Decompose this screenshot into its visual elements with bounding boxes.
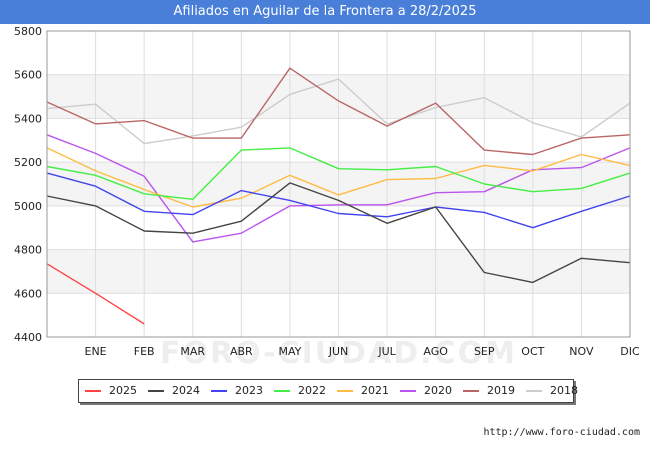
x-tick-label: ENE [85, 345, 107, 358]
x-tick-label: OCT [521, 345, 544, 358]
series-line-2022 [46, 147, 631, 201]
chart-title: Afiliados en Aguilar de la Frontera a 28… [0, 0, 650, 24]
x-tick-label: JUN [328, 345, 349, 358]
y-tick-label: 4400 [14, 331, 42, 344]
legend-swatch [526, 390, 542, 392]
legend-swatch [463, 390, 479, 392]
x-tick-label: MAY [278, 345, 301, 358]
series-line-2019 [46, 67, 631, 156]
legend-label: 2019 [487, 384, 515, 397]
x-tick-label: AGO [423, 345, 448, 358]
series-line-2023 [46, 172, 631, 229]
x-tick-label: JUL [377, 345, 396, 358]
series-line-2021 [46, 147, 631, 208]
series-line-2025 [46, 263, 145, 325]
x-tick-label: MAR [180, 345, 205, 358]
x-tick-label: NOV [569, 345, 594, 358]
legend: 2025 2024 2023 2022 2021 2020 2019 2018 [78, 379, 578, 403]
y-tick-label: 4600 [14, 287, 42, 300]
legend-label: 2025 [109, 384, 137, 397]
series-line-2020 [46, 134, 631, 243]
legend-label: 2021 [361, 384, 389, 397]
watermark: FORO-CIUDAD.COM [160, 336, 517, 371]
source-text: http://www.foro-ciudad.com [483, 427, 640, 438]
y-tick-label: 4800 [14, 244, 42, 257]
legend-swatch [85, 390, 101, 392]
legend-label: 2024 [172, 384, 200, 397]
series-line-2018 [46, 78, 631, 145]
x-tick-label: SEP [474, 345, 495, 358]
y-tick-label: 5000 [14, 200, 42, 213]
x-tick-label: FEB [134, 345, 155, 358]
legend-label: 2023 [235, 384, 263, 397]
legend-label: 2020 [424, 384, 452, 397]
legend-swatch [337, 390, 353, 392]
plot-frame [46, 30, 631, 338]
legend-swatch [148, 390, 164, 392]
legend-label: 2018 [550, 384, 578, 397]
legend-swatch [211, 390, 227, 392]
y-tick-label: 5400 [14, 112, 42, 125]
x-tick-label: ABR [230, 345, 253, 358]
legend-label: 2022 [298, 384, 326, 397]
y-tick-label: 5200 [14, 156, 42, 169]
legend-swatch [274, 390, 290, 392]
y-tick-label: 5600 [14, 69, 42, 82]
legend-swatch [400, 390, 416, 392]
series-line-2024 [46, 182, 631, 284]
x-tick-label: DIC [620, 345, 640, 358]
y-tick-label: 5800 [14, 25, 42, 38]
